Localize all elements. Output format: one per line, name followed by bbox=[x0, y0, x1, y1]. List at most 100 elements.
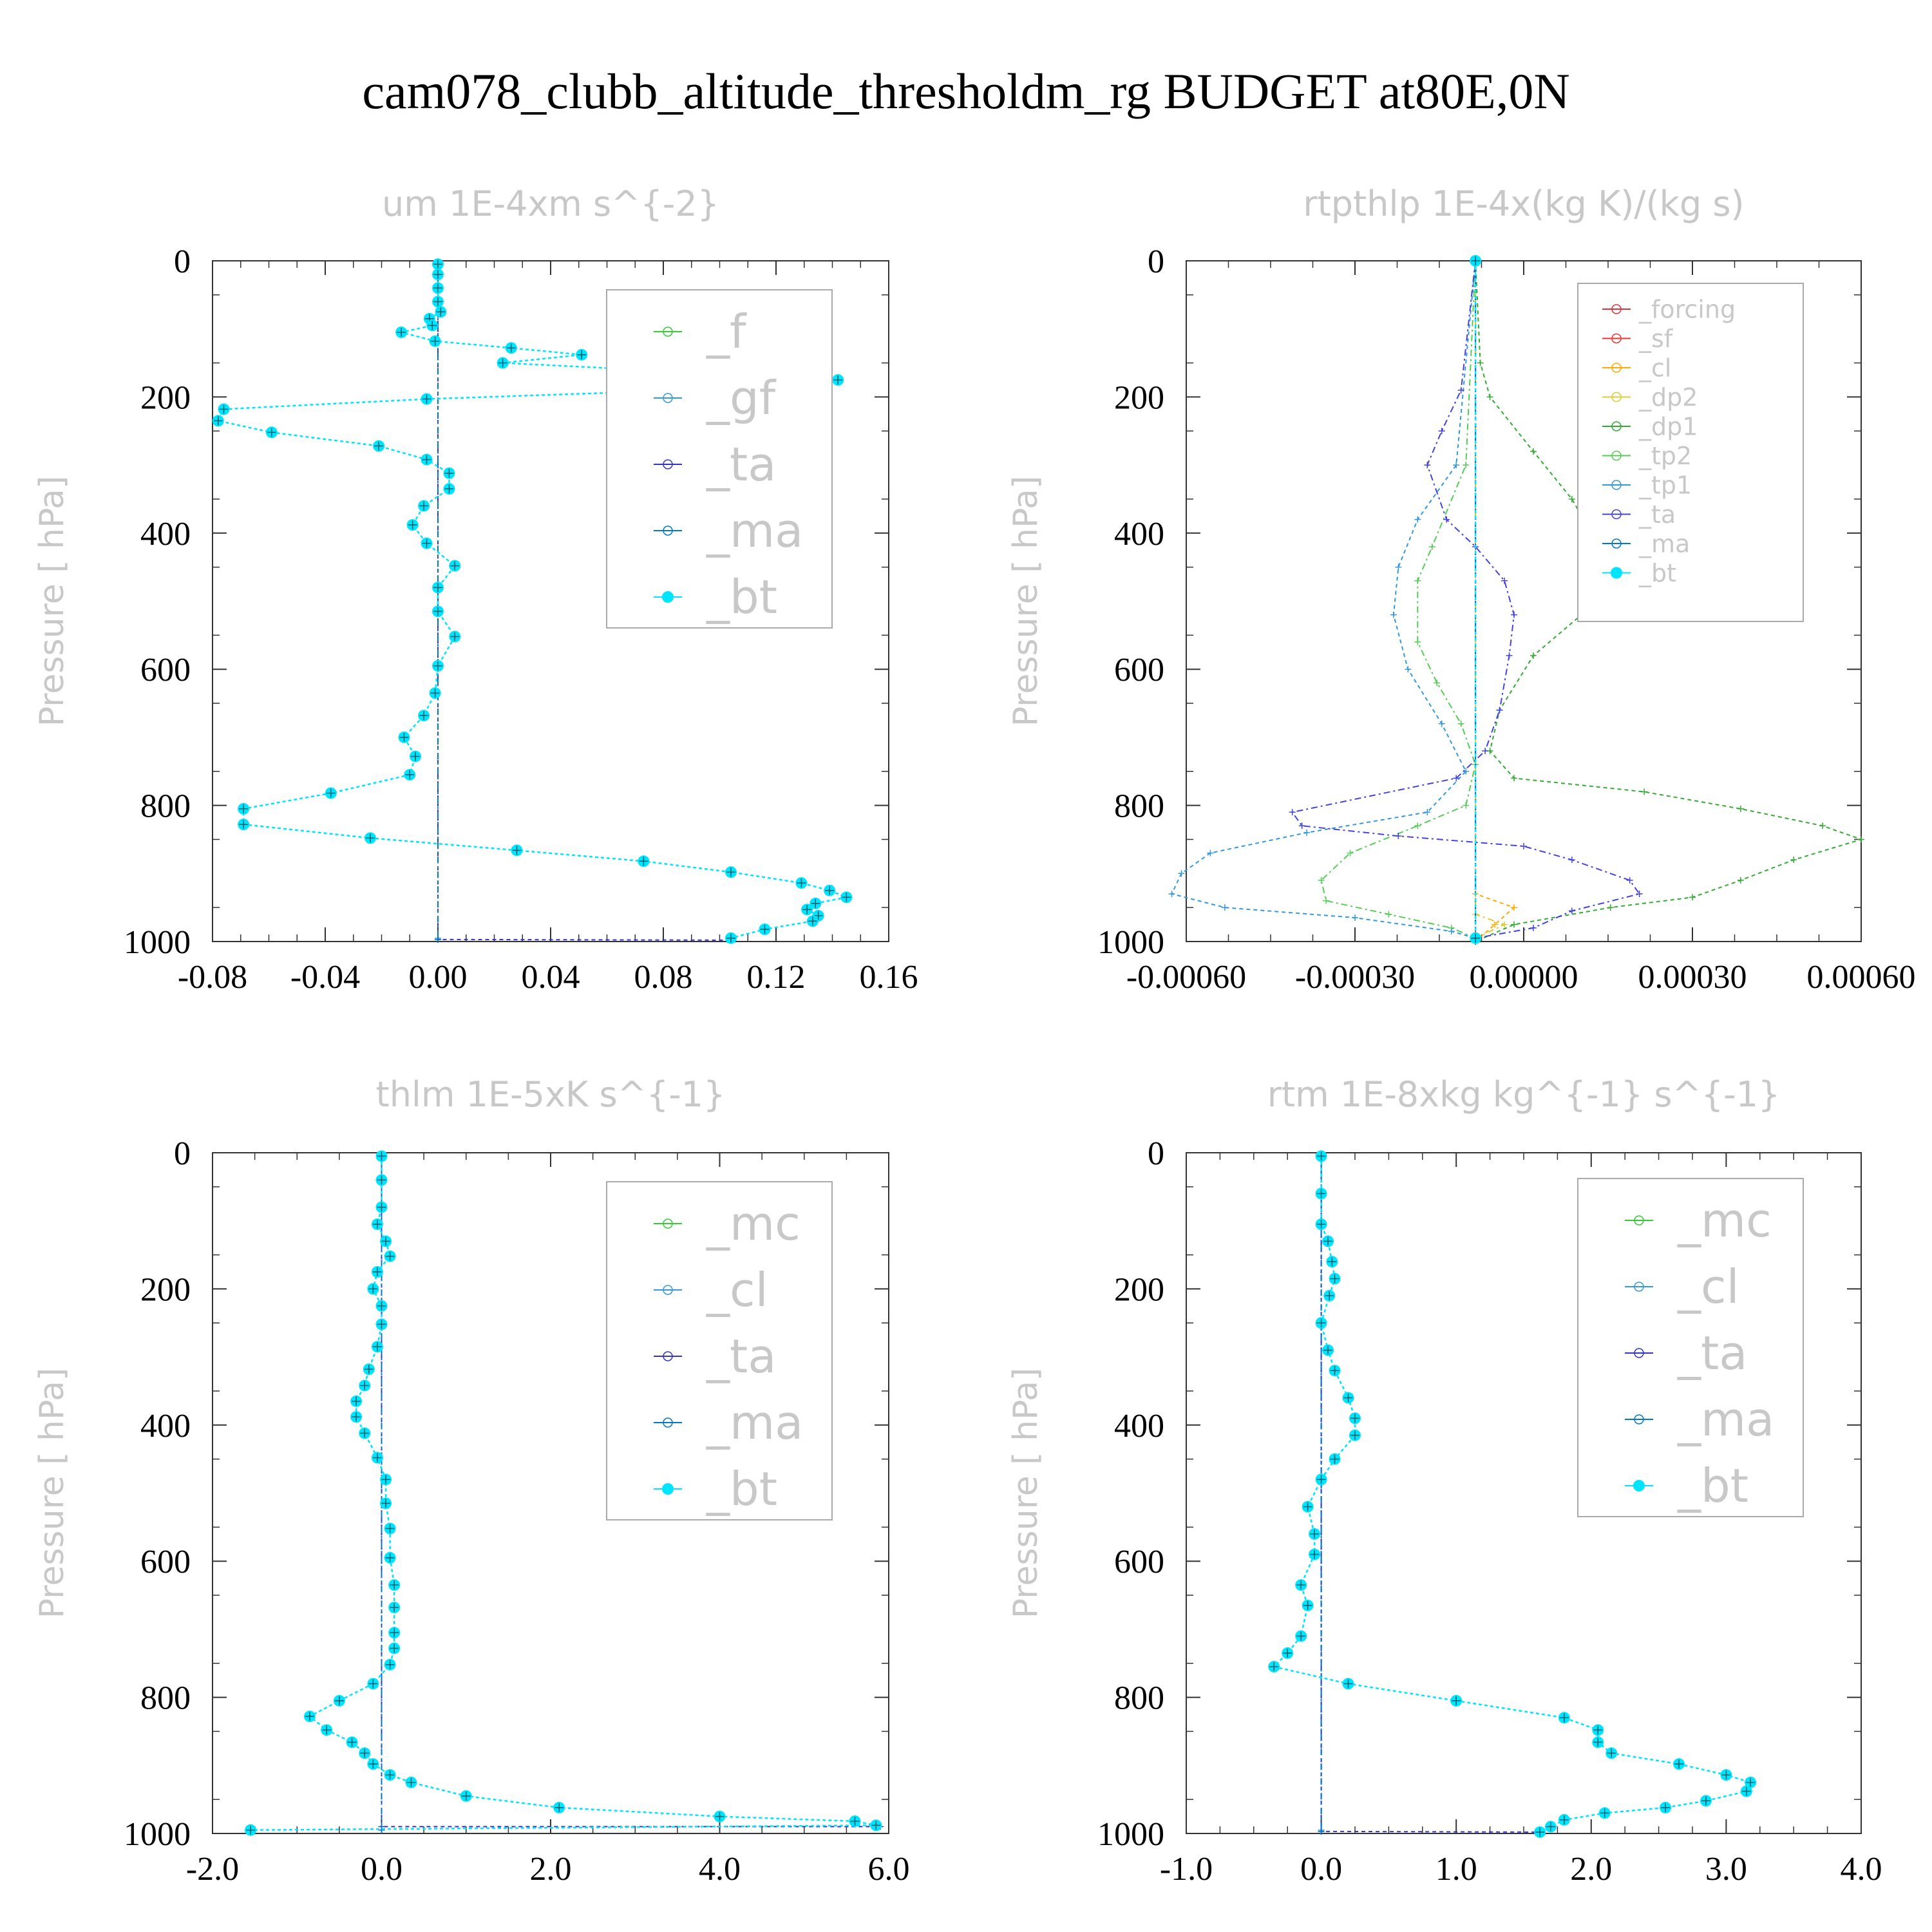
x-tick-label: -1.0 bbox=[1160, 1851, 1213, 1888]
data-point bbox=[1318, 1828, 1325, 1835]
data-point bbox=[1395, 564, 1402, 571]
data-point bbox=[1428, 543, 1435, 550]
y-tick-label: 400 bbox=[140, 1408, 191, 1444]
data-point bbox=[1501, 921, 1508, 928]
legend-item-ta: _ta bbox=[1602, 500, 1676, 529]
legend-label: _ma bbox=[706, 504, 803, 558]
legend-marker bbox=[663, 526, 673, 536]
legend-marker bbox=[1611, 480, 1622, 490]
legend-item-cl: _cl bbox=[1625, 1260, 1739, 1314]
legend-item-ta: _ta bbox=[654, 437, 776, 491]
data-point bbox=[1492, 921, 1499, 928]
legend-item-ma: _ma bbox=[1625, 1392, 1774, 1446]
x-tick-label: -0.04 bbox=[290, 959, 360, 996]
data-point bbox=[1626, 876, 1633, 884]
legend-marker bbox=[663, 327, 673, 337]
y-tick-label: 0 bbox=[174, 243, 191, 280]
data-point bbox=[1463, 802, 1470, 809]
x-tick-label: -0.08 bbox=[178, 959, 247, 996]
x-tick-label: -0.00060 bbox=[1126, 959, 1246, 996]
legend-item-cl: _cl bbox=[1602, 354, 1671, 382]
legend-label: _cl bbox=[1677, 1260, 1739, 1314]
panel-title: rtpthlp 1E-4x(kg K)/(kg s) bbox=[1303, 184, 1744, 224]
legend-marker bbox=[1611, 450, 1622, 461]
data-point bbox=[1395, 833, 1402, 840]
rtm-budget-panel: rtm 1E-8xkg kg^{-1} s^{-1} Pressure [ hPa… bbox=[1007, 1074, 1882, 1888]
data-point bbox=[1636, 891, 1643, 898]
data-point bbox=[1221, 904, 1228, 911]
legend-item-ma: _ma bbox=[654, 504, 803, 558]
legend-item-tp2: _tp2 bbox=[1602, 442, 1692, 470]
series-bt bbox=[1470, 255, 1482, 944]
data-point bbox=[1511, 611, 1518, 618]
legend-label: _bt bbox=[706, 570, 777, 624]
x-tick-label: -0.00030 bbox=[1295, 959, 1415, 996]
series-line bbox=[1320, 1156, 1540, 1833]
series-dp2 bbox=[1472, 258, 1508, 942]
legend-label: _mc bbox=[1677, 1193, 1772, 1247]
legend-marker bbox=[1611, 509, 1622, 520]
x-tick-label: 0.04 bbox=[522, 959, 580, 996]
x-tick-label: 0.00 bbox=[409, 959, 468, 996]
legend-marker bbox=[1634, 1348, 1644, 1358]
y-tick-label: 600 bbox=[140, 1544, 191, 1580]
legend-marker bbox=[663, 1218, 673, 1229]
data-point bbox=[1289, 809, 1296, 816]
x-tick-label: 0.12 bbox=[747, 959, 806, 996]
legend-marker bbox=[662, 1483, 674, 1495]
y-tick-label: 1000 bbox=[124, 1816, 191, 1853]
legend-marker bbox=[663, 459, 673, 469]
data-point bbox=[1463, 462, 1470, 469]
data-point bbox=[1530, 652, 1537, 659]
legend-label: _ma bbox=[1638, 529, 1690, 558]
data-point bbox=[1318, 876, 1325, 884]
y-tick-label: 200 bbox=[140, 379, 191, 416]
legend-item-ma: _ma bbox=[1602, 529, 1690, 558]
data-point bbox=[1737, 805, 1744, 812]
data-point bbox=[1568, 495, 1575, 502]
data-point bbox=[1506, 652, 1513, 659]
y-tick-label: 400 bbox=[1114, 516, 1164, 553]
legend-marker bbox=[1611, 567, 1622, 579]
legend-marker bbox=[663, 1351, 673, 1361]
data-point bbox=[1607, 904, 1614, 911]
data-point bbox=[1477, 359, 1484, 366]
data-point bbox=[1443, 516, 1450, 523]
legend-label: _bt bbox=[1677, 1459, 1748, 1513]
legend-item-cl: _cl bbox=[654, 1263, 768, 1317]
legend-item-gf: _gf bbox=[654, 371, 777, 425]
data-point bbox=[1414, 516, 1421, 523]
y-tick-label: 800 bbox=[140, 1680, 191, 1717]
legend-marker bbox=[1634, 1282, 1644, 1292]
data-point bbox=[1511, 921, 1518, 928]
legend-marker bbox=[1611, 333, 1622, 344]
legend: _mc _cl _ta _ma _bt bbox=[606, 1181, 833, 1520]
legend-item-dp2: _dp2 bbox=[1602, 383, 1698, 412]
x-tick-label: 6.0 bbox=[868, 1851, 910, 1888]
y-tick-label: 800 bbox=[1114, 788, 1164, 825]
legend-label: _gf bbox=[706, 371, 777, 425]
y-tick-label: 400 bbox=[1114, 1408, 1164, 1444]
data-point bbox=[1457, 386, 1464, 393]
y-axis-label: Pressure [ hPa] bbox=[33, 476, 71, 727]
x-tick-label: 2.0 bbox=[1570, 1851, 1612, 1888]
legend-label: _tp2 bbox=[1638, 442, 1692, 470]
legend-label: _f bbox=[706, 305, 747, 359]
legend-marker bbox=[1611, 538, 1622, 549]
data-point bbox=[1405, 666, 1412, 673]
legend-item-forcing: _forcing bbox=[1602, 295, 1736, 323]
legend-marker bbox=[1611, 304, 1622, 314]
data-point bbox=[1819, 822, 1826, 829]
data-point bbox=[1303, 829, 1311, 836]
legend-marker bbox=[1611, 421, 1622, 431]
data-point bbox=[1438, 720, 1445, 727]
legend-label: _dp1 bbox=[1638, 412, 1698, 440]
y-tick-label: 400 bbox=[140, 516, 191, 553]
thlm-budget-panel: thlm 1E-5xK s^{-1} Pressure [ hPa] -2.0 0.0… bbox=[33, 1074, 910, 1888]
legend-marker bbox=[663, 393, 673, 403]
data-point bbox=[1424, 462, 1431, 469]
data-point bbox=[1347, 849, 1354, 857]
legend-item-mc: _mc bbox=[1625, 1193, 1772, 1247]
y-tick-label: 800 bbox=[1114, 1680, 1164, 1717]
legend-label: _forcing bbox=[1638, 295, 1736, 323]
